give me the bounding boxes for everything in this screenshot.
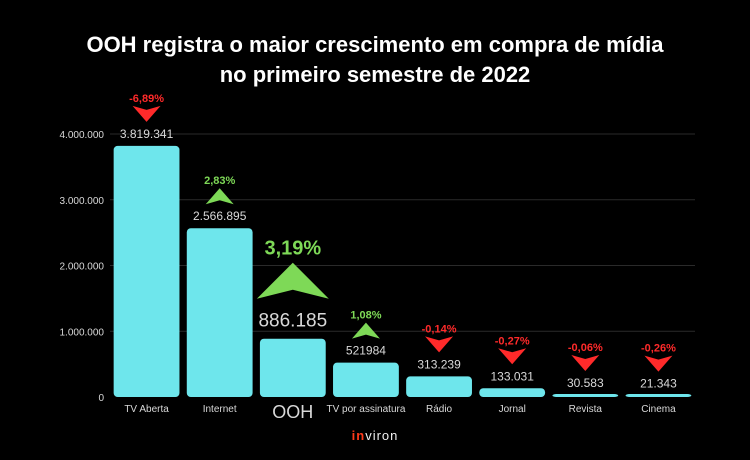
y-tick-label: 1.000.000: [60, 327, 105, 338]
chart-title-line-1: OOH registra o maior crescimento em comp…: [86, 32, 664, 57]
y-tick-label: 0: [98, 393, 104, 404]
bar: [625, 394, 692, 397]
data-label: 313.239: [417, 357, 461, 371]
change-label: -0,14%: [422, 323, 457, 335]
down-arrow-icon: [644, 355, 673, 372]
y-tick-label: 2.000.000: [60, 262, 105, 273]
x-tick-label: Revista: [569, 404, 603, 415]
data-label: 3.819.341: [120, 127, 174, 141]
data-label: 521984: [346, 344, 386, 358]
bar: [333, 362, 399, 397]
down-arrow-icon: [498, 348, 527, 365]
y-tick-label: 4.000.000: [60, 130, 105, 141]
y-tick-label: 3.000.000: [60, 196, 105, 207]
change-label: 2,83%: [204, 175, 235, 187]
change-label: -6,89%: [129, 93, 164, 105]
down-arrow-icon: [132, 105, 161, 122]
data-label: 30.583: [567, 376, 604, 390]
data-label: 133.031: [490, 369, 534, 383]
inviron-logo: inviron: [351, 428, 399, 443]
down-arrow-icon: [571, 354, 600, 371]
x-tick-label: Internet: [203, 404, 237, 415]
bar: [186, 228, 253, 397]
up-arrow-icon: [205, 188, 234, 205]
change-label: -0,06%: [568, 342, 603, 354]
down-arrow-icon: [425, 336, 454, 353]
change-label: 3,19%: [264, 238, 321, 260]
x-tick-label: Jornal: [499, 404, 526, 415]
data-label: 886.185: [258, 311, 327, 332]
change-label: -0,27%: [495, 335, 530, 347]
up-arrow-icon: [351, 322, 380, 339]
x-tick-label: Rádio: [426, 404, 453, 415]
x-tick-label: TV Aberta: [124, 404, 169, 415]
bar: [552, 394, 619, 397]
data-label: 21.343: [640, 377, 677, 391]
x-tick-label: TV por assinatura: [326, 404, 405, 415]
x-tick-label: Cinema: [641, 404, 676, 415]
change-label: 1,08%: [350, 310, 381, 322]
chart-title-line-2: no primeiro semestre de 2022: [219, 62, 531, 87]
bar: [406, 376, 472, 397]
bar: [479, 388, 546, 397]
data-label: 2.566.895: [193, 209, 247, 223]
change-label: -0,26%: [641, 343, 676, 355]
up-arrow-icon: [256, 262, 329, 299]
bar: [113, 145, 180, 397]
bar: [259, 338, 326, 397]
x-tick-label: OOH: [272, 402, 313, 422]
